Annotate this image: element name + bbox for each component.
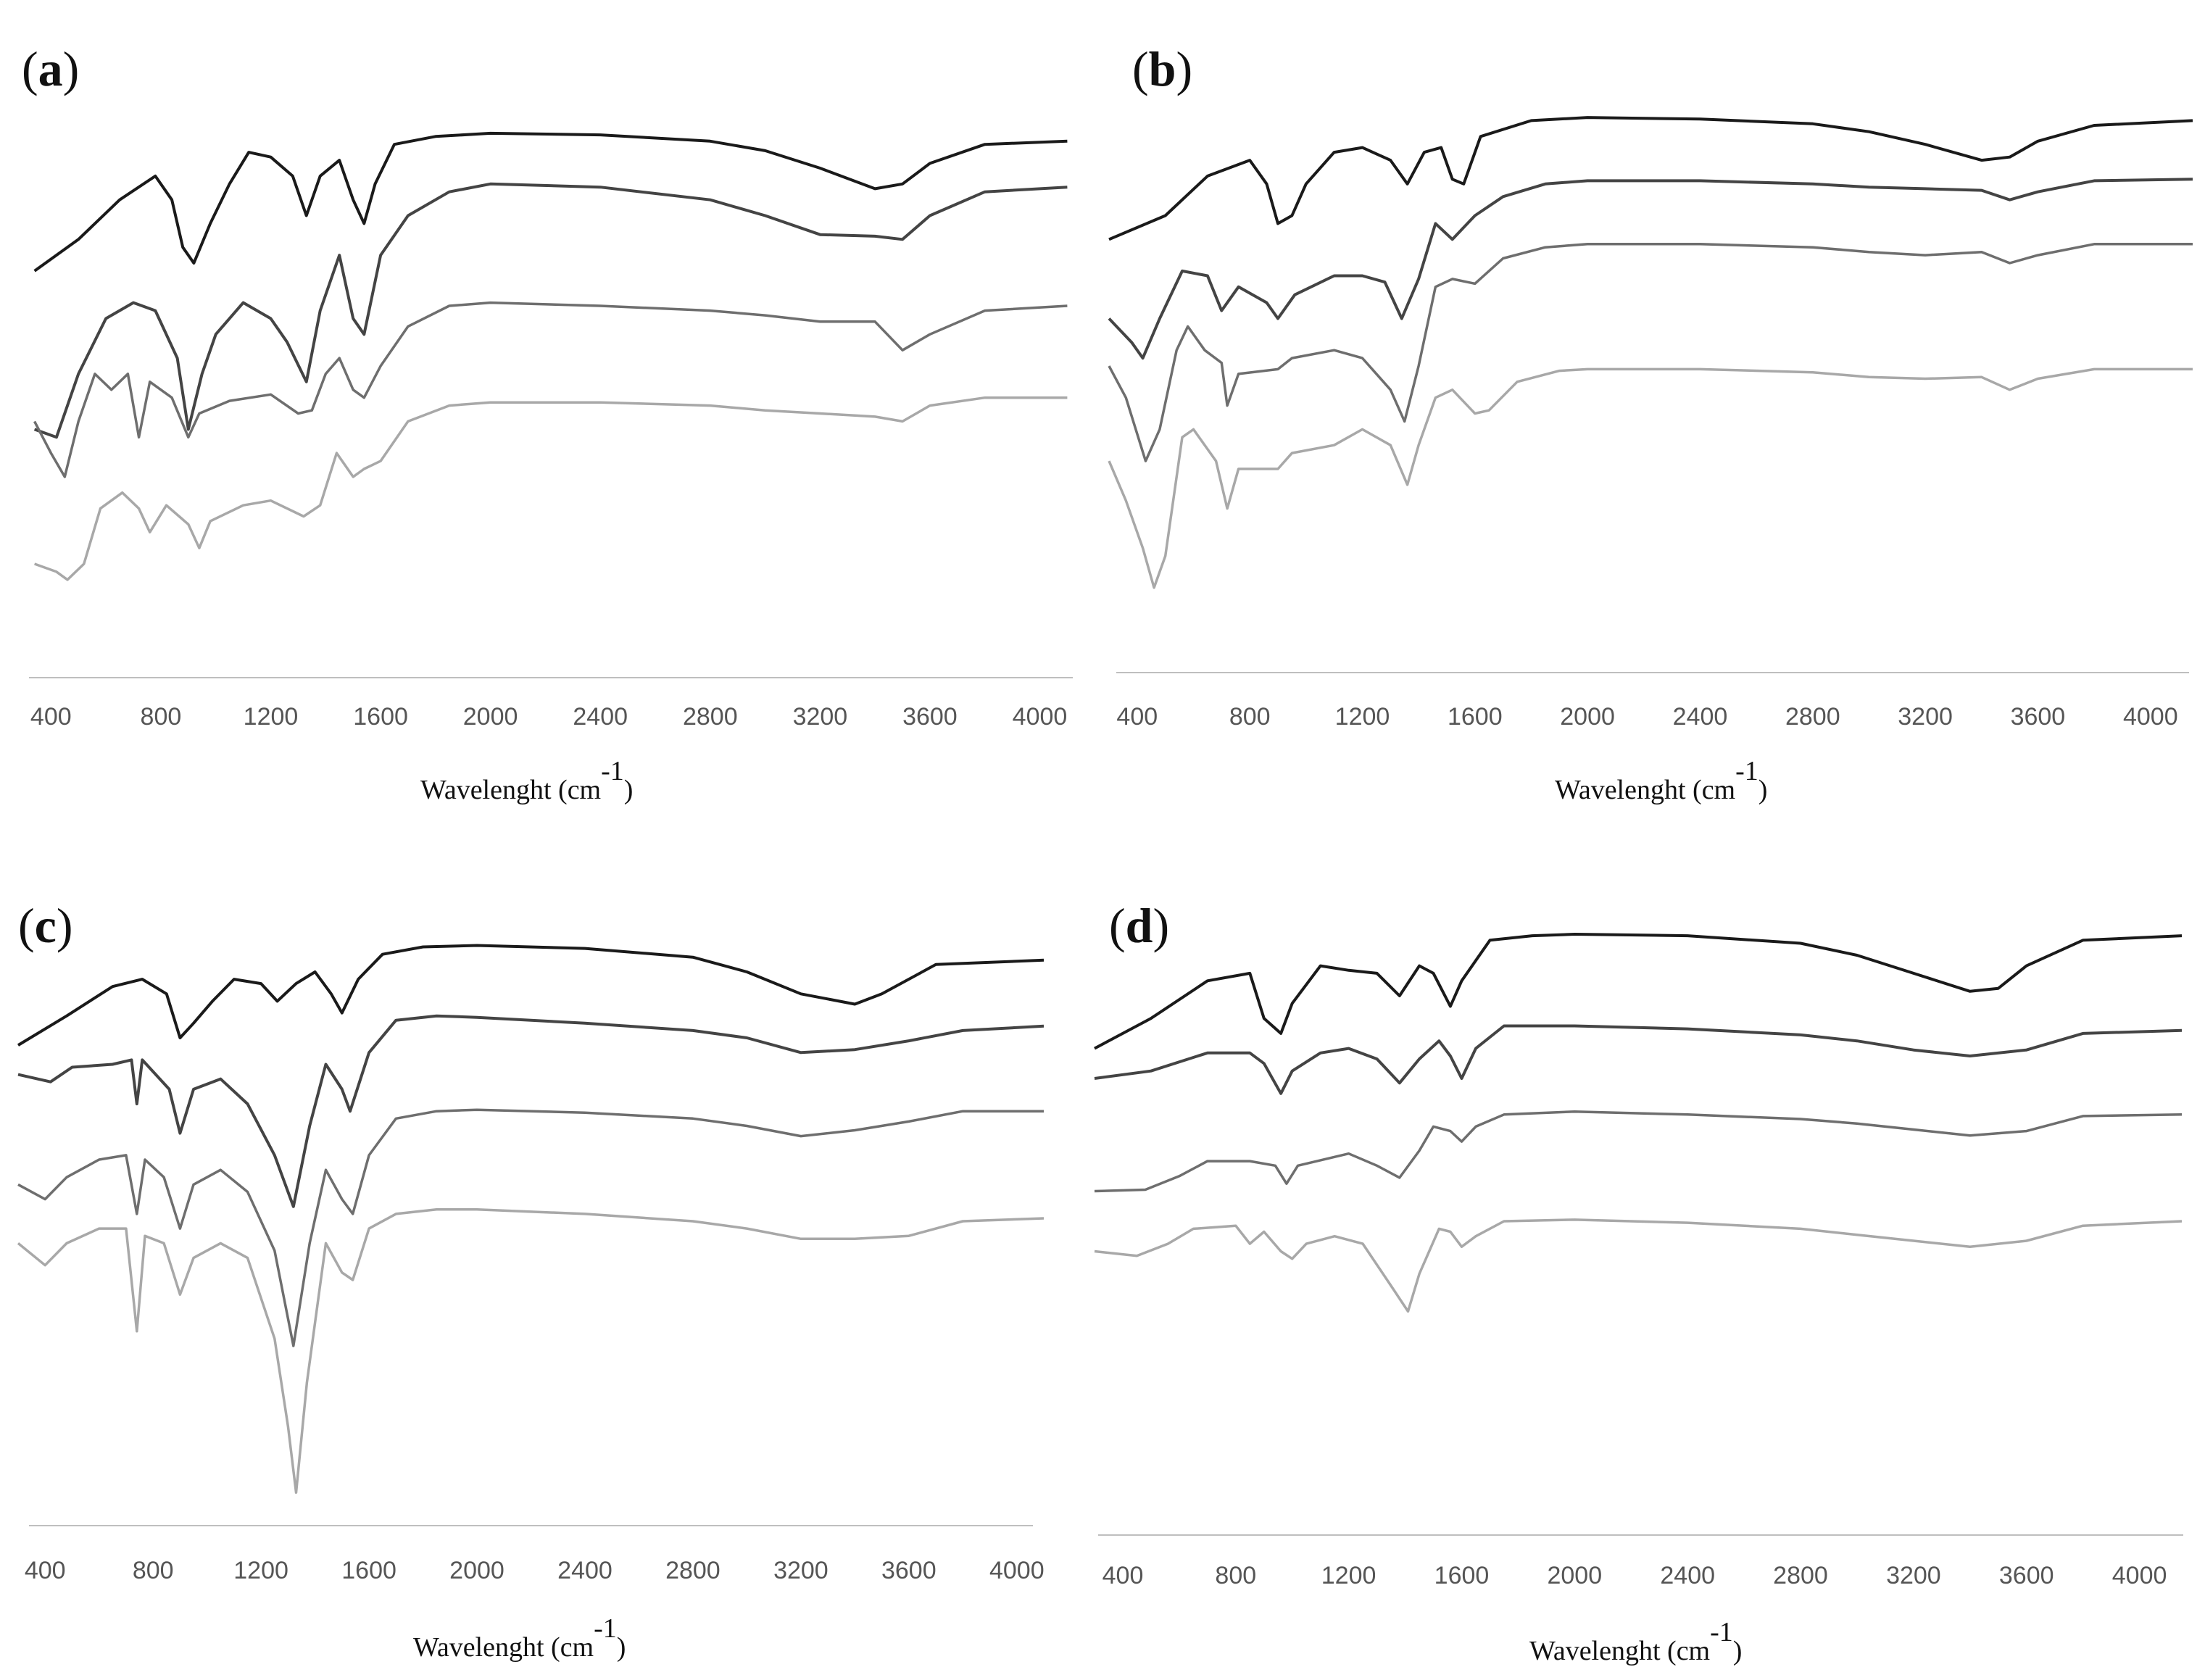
panel-c-x-tick-label: 2000 <box>449 1557 504 1584</box>
panel-b-x-tick-label: 1600 <box>1448 703 1503 731</box>
panel-b-x-tick-label: 2800 <box>1785 703 1840 731</box>
panel-c-trace-1-line <box>17 944 1045 1047</box>
panel-d-trace-1-line <box>1094 933 2183 1050</box>
panel-c-trace-2-line <box>17 1014 1045 1208</box>
panel-a-x-axis-label: Wavelenght (cm-1) <box>420 756 633 805</box>
panel-b-trace-4-line <box>1108 367 2193 589</box>
panel-c-trace-3-line <box>17 1108 1044 1347</box>
panel-d-plot <box>1094 933 2183 1313</box>
panel-d: (d) 400 800 1200 1600 2000 2400 2800 3200 3600 40… <box>1094 898 2183 1666</box>
panel-c-trace-4-line <box>17 1208 1045 1494</box>
panel-a-x-tick-label: 400 <box>30 703 72 731</box>
panel-d-x-axis-label: Wavelenght (cm-1) <box>1529 1617 1742 1666</box>
panel-b-x-tick-label: 400 <box>1116 703 1158 731</box>
panel-b-x-tick-label: 2000 <box>1560 703 1615 731</box>
panel-d-x-ticks: 400 800 1200 1600 2000 2400 2800 3200 3600 4000 <box>1102 1562 2167 1589</box>
panel-b-x-tick-label: 4000 <box>2123 703 2178 731</box>
panel-d-trace-2-line <box>1094 1024 2183 1095</box>
panel-c-x-tick-label: 800 <box>133 1557 174 1584</box>
panel-c-x-ticks: 400 800 1200 1600 2000 2400 2800 3200 3600 4000 <box>25 1557 1045 1584</box>
panel-c-label: (c) <box>18 898 73 953</box>
panel-d-x-tick-label: 800 <box>1215 1562 1256 1589</box>
panel-a-trace-4-line <box>34 396 1068 581</box>
panel-a-x-tick-label: 3200 <box>793 703 848 731</box>
panel-b: (b) 400 800 1200 1600 2000 2400 2800 3200 3600 40… <box>1108 41 2193 805</box>
panel-b-x-tick-label: 2400 <box>1673 703 1728 731</box>
panel-a-x-tick-label: 3600 <box>902 703 958 731</box>
panel-c-x-tick-label: 400 <box>25 1557 66 1584</box>
panel-d-x-tick-label: 3600 <box>1999 1562 2054 1589</box>
panel-b-trace-2-line <box>1108 178 2193 360</box>
panel-b-x-tick-label: 800 <box>1229 703 1271 731</box>
panel-a: (a) 400 800 1200 1600 2000 2400 2800 3200 3600 40… <box>22 41 1073 805</box>
panel-b-plot <box>1108 116 2193 589</box>
panel-b-x-axis-label: Wavelenght (cm-1) <box>1555 756 1767 805</box>
panel-c-plot <box>17 944 1045 1494</box>
panel-c-x-tick-label: 1200 <box>233 1557 288 1584</box>
panel-a-x-tick-label: 2800 <box>683 703 738 731</box>
panel-c-x-tick-label: 3600 <box>881 1557 937 1584</box>
panel-a-plot <box>33 131 1068 581</box>
panel-d-x-tick-label: 400 <box>1102 1562 1144 1589</box>
panel-d-trace-3-line <box>1094 1110 2183 1193</box>
panel-c-x-tick-label: 3200 <box>773 1557 829 1584</box>
panel-a-x-tick-label: 2400 <box>573 703 628 731</box>
panel-b-x-tick-label: 1200 <box>1335 703 1390 731</box>
panel-d-label: (d) <box>1109 898 1169 953</box>
panel-c-x-tick-label: 4000 <box>989 1557 1045 1584</box>
panel-a-x-tick-label: 1600 <box>353 703 408 731</box>
panel-b-x-tick-label: 3600 <box>2011 703 2066 731</box>
panel-d-trace-4-line <box>1094 1218 2183 1313</box>
panel-c-x-tick-label: 2400 <box>557 1557 612 1584</box>
panel-b-x-ticks: 400 800 1200 1600 2000 2400 2800 3200 3600 4000 <box>1116 703 2177 731</box>
panel-a-x-tick-label: 4000 <box>1013 703 1068 731</box>
panel-d-x-tick-label: 1200 <box>1321 1562 1376 1589</box>
panel-d-x-tick-label: 1600 <box>1434 1562 1490 1589</box>
panel-a-x-tick-label: 2000 <box>463 703 518 731</box>
panel-a-x-tick-label: 1200 <box>244 703 299 731</box>
panel-d-x-tick-label: 2400 <box>1660 1562 1715 1589</box>
panel-b-x-tick-label: 3200 <box>1898 703 1953 731</box>
panel-c-x-tick-label: 2800 <box>665 1557 721 1584</box>
panel-d-x-tick-label: 3200 <box>1886 1562 1941 1589</box>
panel-b-label: (b) <box>1132 41 1192 96</box>
panel-c-x-tick-label: 1600 <box>341 1557 396 1584</box>
panel-b-trace-1-line <box>1108 116 2193 241</box>
panel-a-x-tick-label: 800 <box>141 703 182 731</box>
panel-c: (c) 400 800 1200 1600 2000 2400 2800 3200 3600 40… <box>17 898 1045 1663</box>
panel-d-x-tick-label: 4000 <box>2112 1562 2167 1589</box>
panel-d-x-tick-label: 2800 <box>1773 1562 1828 1589</box>
panel-b-trace-3-line <box>1108 243 2193 462</box>
panel-d-x-tick-label: 2000 <box>1547 1562 1602 1589</box>
panel-c-x-axis-label: Wavelenght (cm-1) <box>413 1613 626 1663</box>
panel-a-trace-2-line <box>33 182 1068 439</box>
panel-a-label: (a) <box>22 41 79 96</box>
panel-a-trace-1-line <box>33 131 1068 273</box>
panel-a-trace-3-line <box>33 301 1068 478</box>
panel-a-x-ticks: 400 800 1200 1600 2000 2400 2800 3200 3600 4000 <box>30 703 1067 731</box>
